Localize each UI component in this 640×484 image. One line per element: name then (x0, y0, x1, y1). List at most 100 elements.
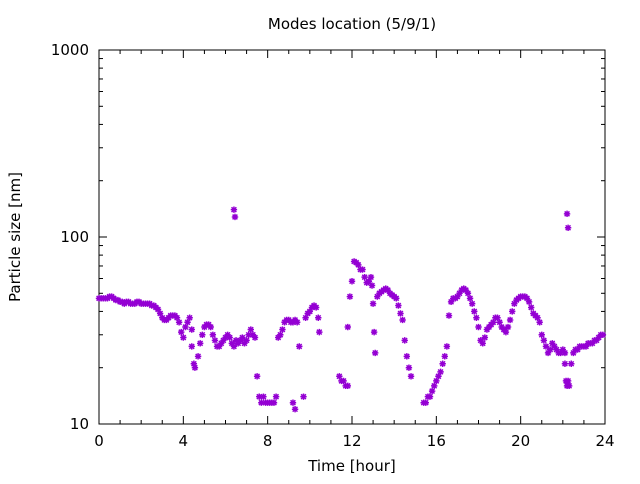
data-point (361, 273, 368, 281)
data-point (215, 343, 223, 350)
x-tick-label: 4 (179, 432, 189, 450)
data-point (270, 399, 278, 406)
data-point (426, 393, 434, 400)
data-point (506, 316, 514, 324)
data-point (359, 266, 366, 273)
chart-title: Modes location (5/9/1) (268, 15, 436, 33)
data-point (570, 349, 577, 357)
data-point (454, 293, 461, 300)
data-point (523, 295, 531, 302)
data-point (232, 337, 240, 344)
data-point (384, 286, 392, 294)
data-point (538, 331, 545, 338)
data-point (439, 360, 446, 367)
data-point (494, 314, 501, 321)
x-axis-label: Time [hour] (307, 457, 396, 475)
data-point (407, 373, 415, 380)
x-tick-label: 8 (263, 432, 273, 450)
data-point (247, 326, 254, 333)
data-point (194, 353, 202, 360)
data-point (230, 206, 238, 213)
data-point (468, 300, 476, 307)
data-point (316, 328, 323, 336)
data-point (344, 323, 351, 331)
data-point (544, 349, 552, 357)
data-point (534, 314, 541, 321)
data-point (502, 328, 510, 336)
data-point (178, 328, 185, 336)
data-point (479, 340, 486, 347)
data-point (403, 353, 411, 360)
data-point (184, 319, 191, 326)
data-point (437, 368, 444, 376)
data-point (565, 382, 573, 390)
data-point (481, 334, 489, 341)
data-point (428, 387, 436, 395)
data-point (182, 323, 189, 331)
data-point (568, 360, 575, 367)
data-point (599, 331, 607, 338)
x-tick-label: 0 (94, 432, 104, 450)
data-point (589, 340, 596, 347)
data-point (191, 364, 199, 371)
data-point (222, 334, 229, 341)
data-point (496, 319, 503, 326)
data-point (393, 295, 400, 302)
data-point (346, 293, 354, 300)
data-point (445, 312, 453, 319)
data-point (226, 334, 233, 341)
data-point (401, 337, 408, 344)
data-point (549, 340, 556, 347)
data-point (253, 373, 261, 380)
data-point (593, 337, 600, 344)
data-point (509, 308, 516, 315)
data-point (574, 346, 581, 353)
y-tick-label: 100 (60, 228, 89, 246)
data-point (564, 377, 572, 385)
data-point (551, 343, 558, 350)
data-point (490, 319, 497, 326)
x-tick-label: 20 (511, 432, 530, 450)
data-point (595, 334, 602, 341)
data-point (180, 334, 187, 341)
x-tick-label: 12 (342, 432, 361, 450)
data-point (241, 340, 248, 347)
data-point (561, 349, 569, 357)
data-point (464, 290, 472, 297)
data-point (234, 340, 242, 347)
data-point (207, 323, 214, 331)
data-point (209, 331, 217, 338)
data-point (471, 308, 478, 315)
data-point (336, 373, 343, 380)
data-point (466, 295, 474, 302)
data-point (561, 360, 569, 367)
data-point (475, 323, 482, 331)
data-point (289, 399, 297, 406)
data-point (564, 224, 572, 231)
data-point (435, 373, 442, 380)
data-point (231, 213, 239, 221)
data-point (258, 399, 265, 406)
data-point (279, 326, 286, 333)
data-point (473, 314, 480, 321)
data-point (355, 261, 362, 269)
data-point (315, 314, 322, 321)
data-point (300, 393, 307, 400)
x-tick-label: 24 (595, 432, 614, 450)
data-point (365, 278, 373, 285)
data-point (397, 310, 404, 317)
data-point (237, 337, 244, 344)
data-point (156, 310, 164, 317)
data-point (188, 326, 195, 333)
data-point (256, 393, 263, 400)
data-point (370, 328, 378, 336)
data-point (260, 393, 267, 400)
data-point (272, 393, 280, 400)
data-point (546, 346, 554, 353)
data-point (175, 319, 183, 326)
data-points (95, 206, 607, 413)
data-point (367, 273, 375, 281)
x-tick-label: 16 (427, 432, 446, 450)
data-point (306, 308, 314, 315)
data-point (371, 349, 379, 357)
